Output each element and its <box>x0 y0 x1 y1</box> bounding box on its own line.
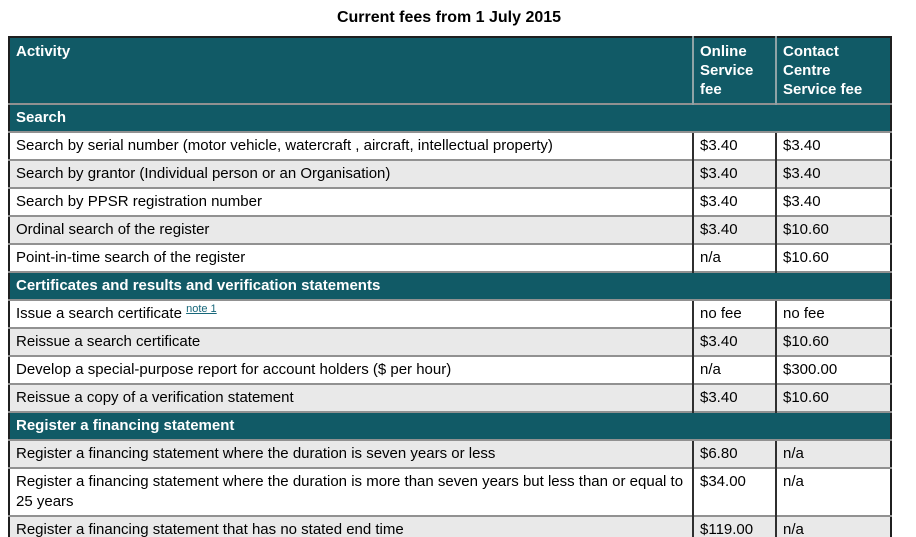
contact-fee-cell: $10.60 <box>775 327 891 356</box>
online-fee-cell: $119.00 <box>692 515 776 537</box>
activity-cell: Register a financing statement where the… <box>9 467 693 516</box>
online-fee-cell: $3.40 <box>692 131 776 160</box>
online-fee-cell: $3.40 <box>692 159 776 188</box>
online-fee-cell: $3.40 <box>692 327 776 356</box>
fee-row: Register a financing statement where the… <box>9 439 891 468</box>
contact-fee-cell: $3.40 <box>775 159 891 188</box>
online-fee-cell: $34.00 <box>692 467 776 516</box>
contact-fee-cell: $10.60 <box>775 383 891 412</box>
online-fee-cell: $3.40 <box>692 383 776 412</box>
contact-fee-cell: n/a <box>775 467 891 516</box>
column-header-contact-centre-service-fee: Contact Centre Service fee <box>775 37 891 104</box>
activity-cell: Point-in-time search of the register <box>9 243 693 272</box>
column-header-online-service-fee: Online Service fee <box>692 37 776 104</box>
activity-cell: Search by serial number (motor vehicle, … <box>9 131 693 160</box>
fee-row: Reissue a search certificate $3.40 $10.60 <box>9 327 891 356</box>
activity-cell: Issue a search certificate note 1 <box>9 299 693 328</box>
activity-cell: Register a financing statement that has … <box>9 515 693 537</box>
fee-table-body: Search Search by serial number (motor veh… <box>9 103 891 537</box>
contact-fee-cell: n/a <box>775 515 891 537</box>
online-fee-cell: n/a <box>692 243 776 272</box>
online-fee-cell: $6.80 <box>692 439 776 468</box>
fee-row: Register a financing statement where the… <box>9 467 891 516</box>
section-header-label: Certificates and results and verificatio… <box>9 271 891 300</box>
online-fee-cell: $3.40 <box>692 215 776 244</box>
activity-cell: Reissue a search certificate <box>9 327 693 356</box>
fee-row: Develop a special-purpose report for acc… <box>9 355 891 384</box>
activity-cell: Reissue a copy of a verification stateme… <box>9 383 693 412</box>
section-header-row: Certificates and results and verificatio… <box>9 271 891 300</box>
online-fee-cell: no fee <box>692 299 776 328</box>
online-fee-cell: n/a <box>692 355 776 384</box>
section-header-label: Search <box>9 103 891 132</box>
contact-fee-cell: $3.40 <box>775 187 891 216</box>
activity-cell: Ordinal search of the register <box>9 215 693 244</box>
fee-row: Ordinal search of the register $3.40 $10.6… <box>9 215 891 244</box>
note-1-link[interactable]: note 1 <box>186 303 217 315</box>
fee-row: Register a financing statement that has … <box>9 515 891 537</box>
section-header-label: Register a financing statement <box>9 411 891 440</box>
activity-cell: Register a financing statement where the… <box>9 439 693 468</box>
fee-row: Search by serial number (motor vehicle, … <box>9 131 891 160</box>
section-header-row: Register a financing statement <box>9 411 891 440</box>
contact-fee-cell: $300.00 <box>775 355 891 384</box>
contact-fee-cell: $3.40 <box>775 131 891 160</box>
fee-row: Search by grantor (Individual person or … <box>9 159 891 188</box>
contact-fee-cell: $10.60 <box>775 215 891 244</box>
activity-cell: Search by grantor (Individual person or … <box>9 159 693 188</box>
section-header-row: Search <box>9 103 891 132</box>
fee-row: Search by PPSR registration number $3.40 $… <box>9 187 891 216</box>
page-title: Current fees from 1 July 2015 <box>336 9 562 26</box>
table-header-row: Activity Online Service fee Contact Cent… <box>9 37 891 104</box>
contact-fee-cell: no fee <box>775 299 891 328</box>
activity-cell: Search by PPSR registration number <box>9 187 693 216</box>
fee-row: Point-in-time search of the register n/a $… <box>9 243 891 272</box>
note-superscript: note 1 <box>186 302 217 315</box>
online-fee-cell: $3.40 <box>692 187 776 216</box>
contact-fee-cell: $10.60 <box>775 243 891 272</box>
fees-table: Activity Online Service fee Contact Cent… <box>8 36 892 537</box>
column-header-activity: Activity <box>9 37 693 104</box>
activity-cell: Develop a special-purpose report for acc… <box>9 355 693 384</box>
fee-row: Reissue a copy of a verification stateme… <box>9 383 891 412</box>
contact-fee-cell: n/a <box>775 439 891 468</box>
fee-row: Issue a search certificate note 1 no fee n… <box>9 299 891 328</box>
